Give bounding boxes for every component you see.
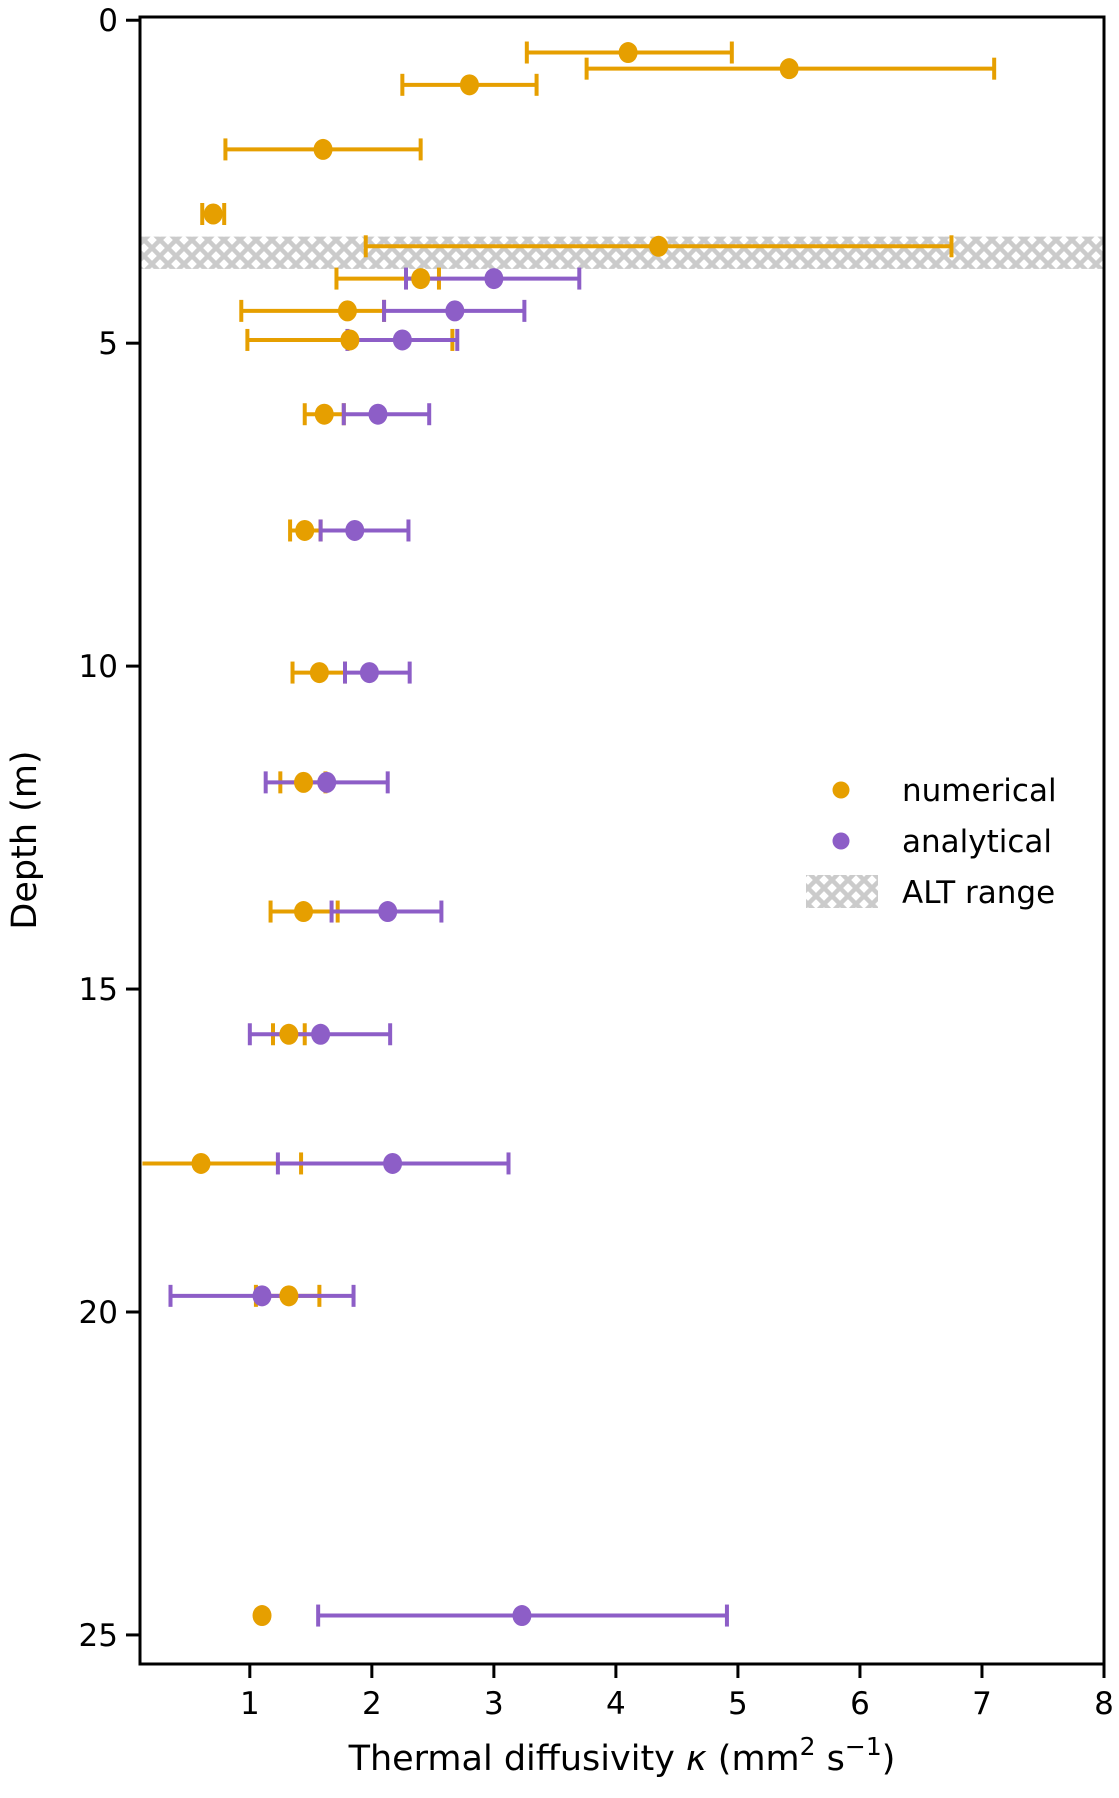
y-tick-label: 0	[98, 3, 118, 39]
y-tick-label: 25	[79, 1618, 118, 1654]
point-analytical	[317, 771, 337, 793]
y-tick-label: 10	[79, 649, 118, 685]
point-numerical	[618, 42, 638, 64]
x-tick-label: 6	[850, 1686, 870, 1722]
point-numerical	[294, 771, 314, 793]
x-tick-label: 4	[606, 1686, 626, 1722]
point-analytical	[383, 1152, 403, 1174]
legend-alt-range-label: ALT range	[902, 875, 1055, 911]
point-numerical	[340, 329, 360, 351]
point-numerical	[411, 268, 431, 290]
series-layer	[142, 41, 997, 1627]
point-analytical	[512, 1605, 532, 1627]
point-analytical	[252, 1285, 272, 1307]
x-tick-label: 3	[484, 1686, 504, 1722]
y-tick-label: 15	[79, 972, 118, 1008]
legend: numerical analytical ALT range	[806, 773, 1057, 911]
x-tick-label: 1	[240, 1686, 260, 1722]
point-analytical	[445, 300, 465, 322]
x-tick-label: 2	[362, 1686, 382, 1722]
x-tick-label: 8	[1094, 1686, 1114, 1722]
point-analytical	[392, 329, 412, 351]
alt-range-band	[140, 236, 1104, 269]
legend-analytical-label: analytical	[902, 824, 1052, 860]
point-numerical	[459, 74, 479, 96]
alt-range-band-layer	[140, 236, 1104, 269]
point-numerical	[779, 58, 799, 80]
point-numerical	[309, 662, 329, 684]
x-tick-label: 5	[728, 1686, 748, 1722]
x-axis-label: Thermal diffusivity κ (mm2 s−1)	[348, 1732, 896, 1779]
point-analytical	[368, 403, 388, 425]
point-numerical	[279, 1023, 299, 1045]
point-numerical	[252, 1605, 272, 1627]
point-analytical	[311, 1023, 331, 1045]
point-analytical	[378, 901, 398, 923]
point-numerical	[295, 519, 315, 541]
y-axis-label: Depth (m)	[5, 750, 45, 929]
x-tick-label: 7	[972, 1686, 992, 1722]
axes-layer: 1 2 3 4 5 6 7 8 0 5 10 15 20 25	[79, 3, 1114, 1722]
point-analytical	[345, 519, 365, 541]
y-tick-label: 20	[79, 1295, 118, 1331]
point-analytical	[484, 268, 504, 290]
legend-analytical-marker	[832, 832, 850, 850]
legend-numerical-label: numerical	[902, 773, 1057, 809]
point-numerical	[313, 138, 333, 160]
legend-alt-range-swatch	[806, 875, 878, 908]
point-analytical	[359, 662, 379, 684]
point-numerical	[191, 1152, 211, 1174]
point-numerical	[279, 1285, 299, 1307]
legend-numerical-marker	[832, 781, 850, 799]
point-numerical	[294, 901, 314, 923]
point-numerical	[314, 403, 334, 425]
point-numerical	[337, 300, 357, 322]
point-numerical	[203, 203, 223, 225]
point-numerical	[649, 235, 669, 257]
y-tick-label: 5	[98, 326, 118, 362]
